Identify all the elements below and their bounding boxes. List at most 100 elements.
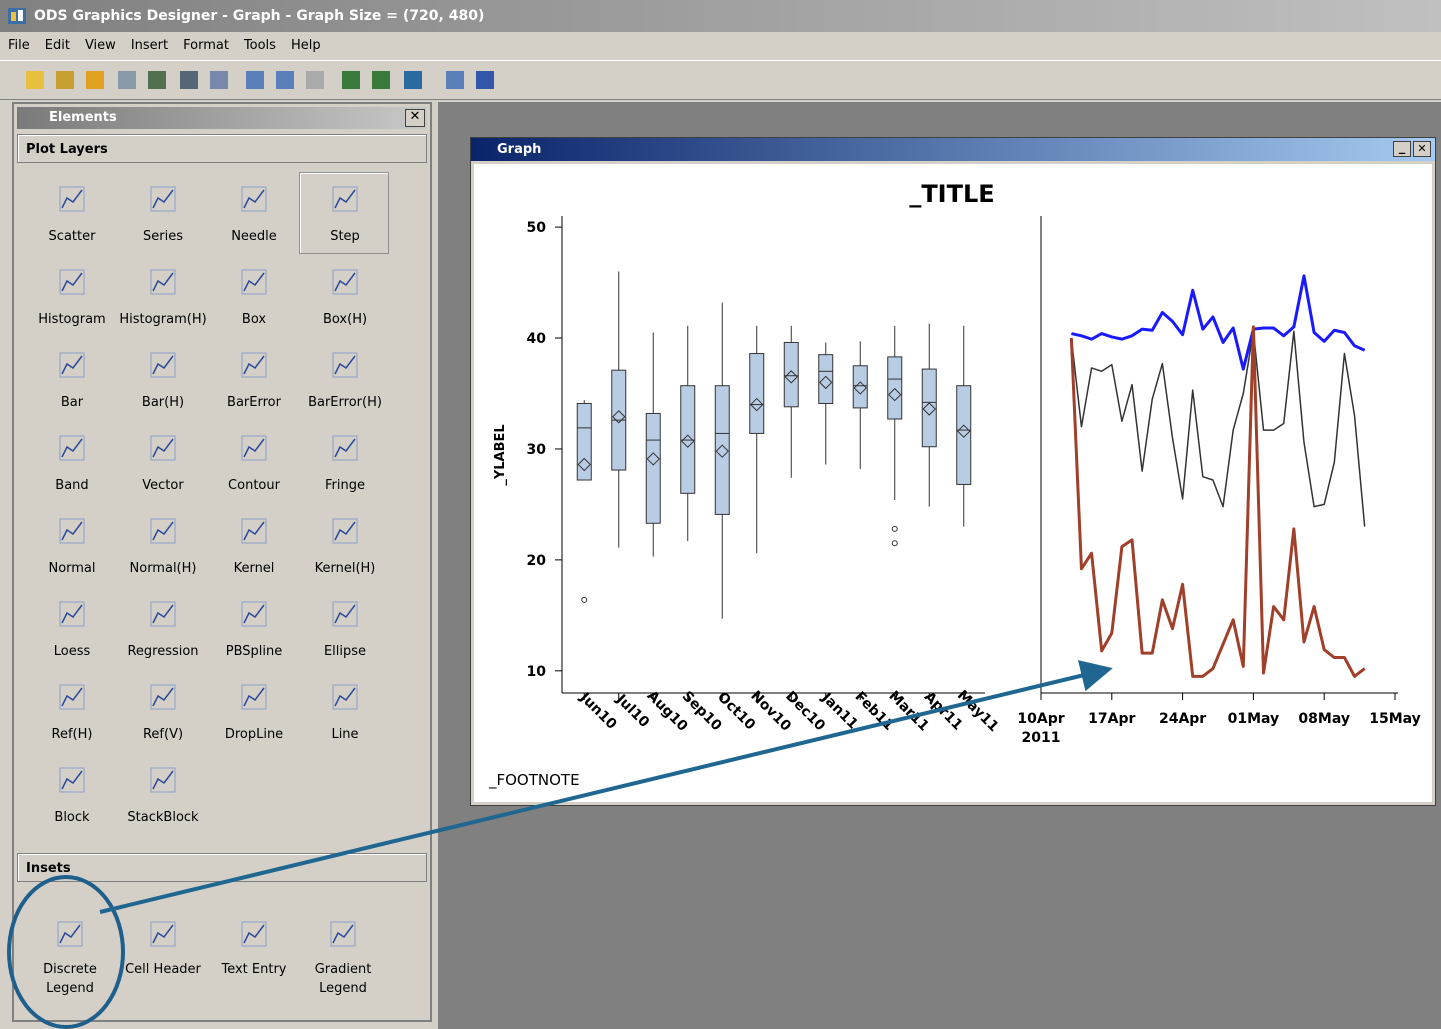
tool-copy[interactable] <box>306 71 324 89</box>
tool-columns[interactable] <box>476 71 494 89</box>
icon-frame <box>150 518 176 544</box>
x-tick-label: 24Apr <box>1159 711 1206 727</box>
box <box>783 341 799 408</box>
tool-undo[interactable] <box>246 71 264 89</box>
plot-layer-item[interactable]: Bar <box>60 395 84 410</box>
plot-layer-item[interactable]: Ellipse <box>323 644 367 659</box>
icon-frame <box>150 352 176 378</box>
menu-item[interactable]: Help <box>290 38 321 53</box>
icon-frame <box>150 269 176 295</box>
icon-glyph <box>152 924 174 944</box>
tool-graph3[interactable] <box>404 71 422 89</box>
item-icon <box>150 352 176 378</box>
icon-glyph <box>152 604 174 624</box>
box <box>852 365 868 409</box>
menu-item[interactable]: Edit <box>44 38 70 53</box>
tool-graph2[interactable] <box>372 71 390 89</box>
plot-layer-item[interactable]: Vector <box>142 478 184 493</box>
item-icon <box>59 767 85 793</box>
inset-item[interactable]: Text Entry <box>221 962 287 977</box>
menu-item[interactable]: File <box>8 38 30 53</box>
tool-redo[interactable] <box>276 71 294 89</box>
item-icon <box>150 921 176 947</box>
mean <box>888 387 902 402</box>
inset-item[interactable]: Gradient Legend <box>314 962 372 996</box>
plot-layer-item[interactable]: Normal <box>48 561 96 576</box>
tool-new[interactable] <box>26 71 44 89</box>
tool-save[interactable] <box>118 71 136 89</box>
tool-saveas[interactable] <box>148 71 166 89</box>
x-tick-label: 15May <box>1369 711 1421 727</box>
section-title: Plot Layers <box>26 142 108 157</box>
icon-frame <box>332 269 358 295</box>
plot-layer-item[interactable]: Histogram <box>38 312 106 327</box>
series-line <box>1070 330 1366 527</box>
icon-glyph <box>61 604 83 624</box>
box <box>749 353 765 434</box>
plot-layer-item[interactable]: PBSpline <box>225 644 283 659</box>
item-icon <box>332 601 358 627</box>
menu-item[interactable]: Insert <box>130 38 169 53</box>
box <box>921 368 937 448</box>
item-icon <box>241 269 267 295</box>
y-tick-label: 10 <box>527 664 547 680</box>
plot-layer-item[interactable]: Band <box>55 478 89 493</box>
mean <box>922 402 936 416</box>
icon-glyph <box>152 189 174 209</box>
chart-title: _TITLE <box>909 180 994 208</box>
item-icon <box>150 269 176 295</box>
menu-bar: File Edit View Insert Format Tools Help <box>0 34 1441 58</box>
plot-layer-item[interactable]: Bar(H) <box>141 395 185 410</box>
plot-layer-item[interactable]: Ref(H) <box>51 727 93 742</box>
tool-open[interactable] <box>56 71 74 89</box>
plot-layer-item[interactable]: Scatter <box>48 229 96 244</box>
plot-layer-item[interactable]: Kernel(H) <box>314 561 376 576</box>
icon-glyph <box>334 521 356 541</box>
icon-glyph <box>61 355 83 375</box>
tool-preview[interactable] <box>210 71 228 89</box>
icon-glyph <box>243 438 265 458</box>
menu-item[interactable]: View <box>84 38 116 53</box>
x-tick-label: Jun10 <box>576 689 620 733</box>
section-header: Plot Layers <box>17 134 427 163</box>
tool-table[interactable] <box>446 71 464 89</box>
plot-layer-item[interactable]: Block <box>54 810 90 825</box>
plot-layer-item[interactable]: Contour <box>228 478 280 493</box>
box <box>714 385 730 515</box>
tool-print[interactable] <box>180 71 198 89</box>
plot-layer-item[interactable]: Normal(H) <box>129 561 197 576</box>
plot-layer-item[interactable]: BarError(H) <box>308 395 382 410</box>
plot-layer-item[interactable]: Loess <box>53 644 91 659</box>
mean <box>784 370 798 384</box>
tool-graph[interactable] <box>342 71 360 89</box>
plot-layer-item[interactable]: Histogram(H) <box>119 312 207 327</box>
plot-layer-item[interactable]: Series <box>143 229 183 244</box>
icon-frame <box>332 601 358 627</box>
plot-layer-item[interactable]: Box <box>241 312 267 327</box>
outlier <box>891 540 898 547</box>
icon-glyph <box>334 272 356 292</box>
plot-layer-item[interactable]: Step <box>330 229 360 244</box>
outlier <box>581 596 588 603</box>
close-button[interactable]: ✕ <box>1413 141 1431 157</box>
title-bar: ODS Graphics Designer - Graph - Graph Si… <box>0 0 1441 32</box>
plot-layer-item[interactable]: Fringe <box>325 478 365 493</box>
inset-item[interactable]: Cell Header <box>125 962 201 977</box>
y-tick-label: 50 <box>527 220 547 236</box>
minimize-button[interactable]: _ <box>1393 141 1411 157</box>
outlier <box>891 525 898 532</box>
icon-frame <box>241 435 267 461</box>
plot-layer-item[interactable]: Regression <box>127 644 199 659</box>
box <box>576 402 592 481</box>
plot-layer-item[interactable]: Kernel <box>233 561 275 576</box>
plot-layer-item[interactable]: Box(H) <box>322 312 368 327</box>
tool-folder[interactable] <box>86 71 104 89</box>
close-button[interactable]: ✕ <box>405 109 425 127</box>
icon-glyph <box>152 272 174 292</box>
plot-layer-item[interactable]: BarError <box>227 395 281 410</box>
x-tick-label: 01May <box>1228 711 1280 727</box>
menu-item[interactable]: Tools <box>243 38 276 53</box>
icon-glyph <box>61 272 83 292</box>
plot-layer-item[interactable]: Needle <box>231 229 277 244</box>
menu-item[interactable]: Format <box>183 38 229 53</box>
